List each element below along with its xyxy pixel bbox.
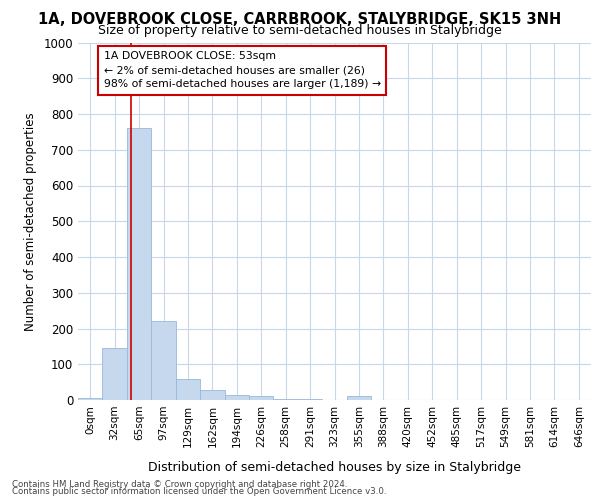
Bar <box>200 390 224 400</box>
Text: Size of property relative to semi-detached houses in Stalybridge: Size of property relative to semi-detach… <box>98 24 502 37</box>
Bar <box>274 398 298 400</box>
Text: Contains HM Land Registry data © Crown copyright and database right 2024.: Contains HM Land Registry data © Crown c… <box>12 480 347 489</box>
Bar <box>78 398 103 400</box>
Text: Contains public sector information licensed under the Open Government Licence v3: Contains public sector information licen… <box>12 488 386 496</box>
Text: 1A DOVEBROOK CLOSE: 53sqm
← 2% of semi-detached houses are smaller (26)
98% of s: 1A DOVEBROOK CLOSE: 53sqm ← 2% of semi-d… <box>104 52 381 90</box>
Bar <box>103 348 127 400</box>
Bar <box>249 396 274 400</box>
Bar <box>176 380 200 400</box>
Bar <box>127 128 151 400</box>
Y-axis label: Number of semi-detached properties: Number of semi-detached properties <box>23 112 37 330</box>
X-axis label: Distribution of semi-detached houses by size in Stalybridge: Distribution of semi-detached houses by … <box>148 461 521 474</box>
Text: 1A, DOVEBROOK CLOSE, CARRBROOK, STALYBRIDGE, SK15 3NH: 1A, DOVEBROOK CLOSE, CARRBROOK, STALYBRI… <box>38 12 562 28</box>
Bar <box>224 394 249 400</box>
Bar <box>151 322 176 400</box>
Bar <box>347 396 371 400</box>
